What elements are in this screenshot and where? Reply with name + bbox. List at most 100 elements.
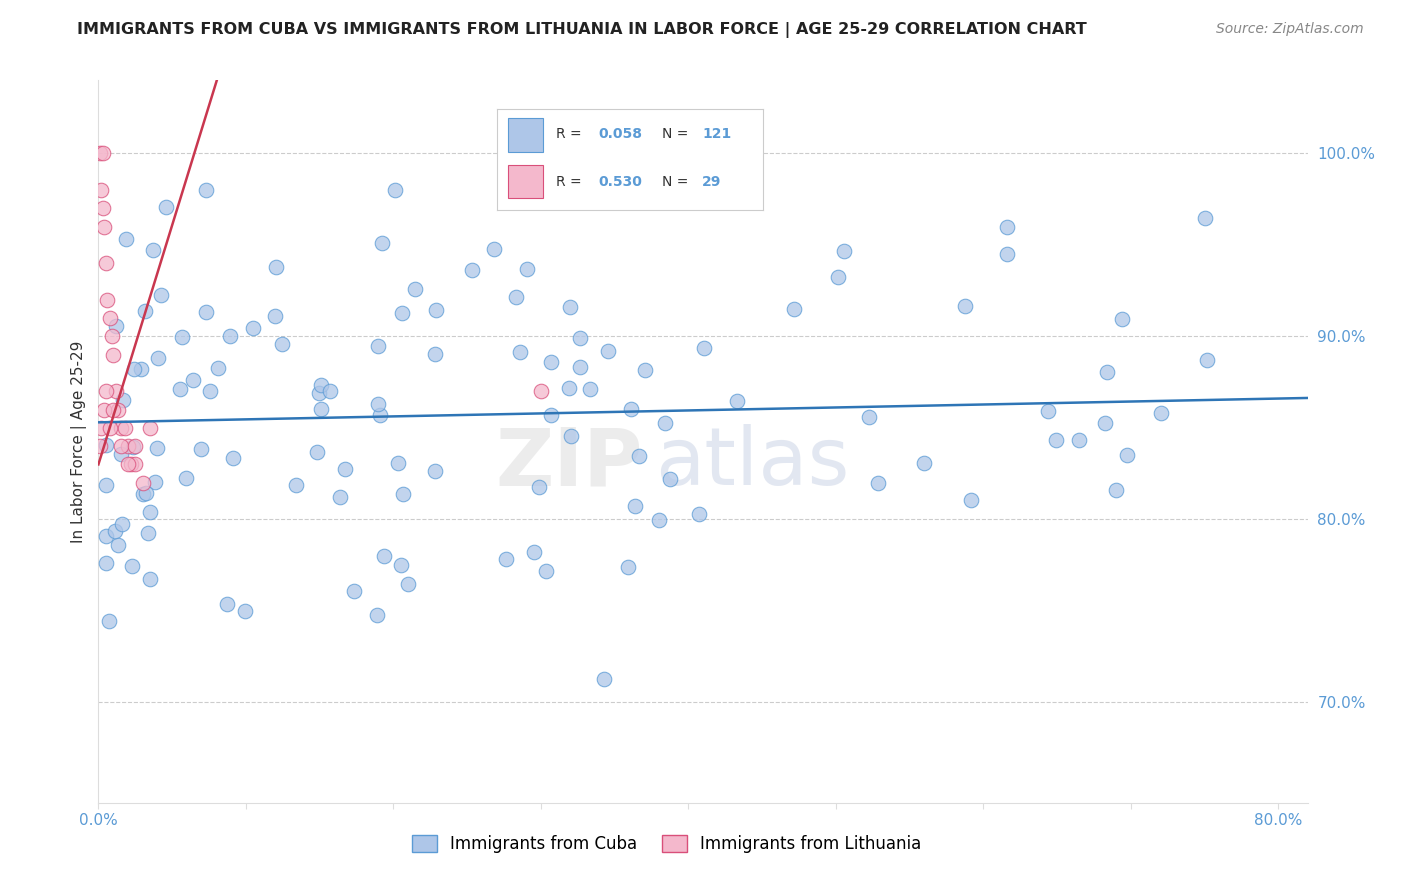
Point [100, 329, 122, 343]
Point [121, 559, 143, 574]
Point [558, 300, 581, 314]
Point [832, 244, 855, 258]
Point [373, 549, 395, 563]
Point [117, 439, 139, 453]
Point [120, 458, 142, 472]
Point [366, 607, 388, 622]
Y-axis label: In Labor Force | Age 25-29: In Labor Force | Age 25-29 [72, 341, 87, 542]
Point [461, 263, 484, 277]
Point [329, 491, 352, 505]
Point [560, 428, 582, 442]
Point [423, 347, 446, 361]
Point [110, 439, 132, 453]
Point [94, 556, 117, 570]
Point [110, 421, 132, 435]
Point [242, 321, 264, 335]
Point [391, 306, 413, 320]
Point [634, 362, 657, 376]
Point [136, 525, 159, 540]
Point [97, 614, 120, 628]
Point [530, 384, 553, 399]
Point [145, 475, 167, 490]
Point [529, 480, 551, 494]
Point [110, 447, 132, 461]
Point [101, 402, 124, 417]
Point [93, 219, 115, 234]
Point [124, 439, 146, 453]
Point [658, 472, 681, 486]
Point [569, 359, 592, 374]
Point [423, 464, 446, 478]
Point [89, 439, 111, 453]
Point [146, 441, 169, 455]
Point [623, 499, 645, 513]
Point [505, 290, 527, 304]
Point [96, 293, 118, 307]
Point [138, 505, 160, 519]
Point [995, 220, 1018, 235]
Point [195, 304, 218, 318]
Text: Source: ZipAtlas.com: Source: ZipAtlas.com [1216, 22, 1364, 37]
Point [1067, 433, 1090, 447]
Point [215, 597, 238, 611]
Point [960, 493, 983, 508]
Point [782, 302, 804, 317]
Point [104, 524, 127, 538]
Point [112, 392, 135, 407]
Point [105, 319, 128, 334]
Point [1045, 434, 1067, 448]
Point [384, 183, 406, 197]
Point [94, 529, 117, 543]
Point [540, 408, 562, 422]
Point [264, 309, 287, 323]
Point [271, 337, 294, 351]
Point [995, 246, 1018, 260]
Point [648, 513, 671, 527]
Point [693, 341, 716, 355]
Point [540, 355, 562, 369]
Point [181, 373, 204, 387]
Point [866, 476, 889, 491]
Point [150, 288, 173, 302]
Point [117, 458, 139, 472]
Point [396, 577, 419, 591]
Point [90, 421, 112, 435]
Point [124, 458, 146, 472]
Point [318, 384, 340, 398]
Point [107, 402, 129, 417]
Point [1197, 353, 1219, 368]
Point [569, 331, 592, 345]
Point [129, 362, 152, 376]
Point [174, 471, 197, 485]
Point [107, 538, 129, 552]
Point [858, 410, 880, 425]
Point [305, 444, 328, 458]
Point [155, 200, 177, 214]
Point [1116, 448, 1139, 462]
Text: IMMIGRANTS FROM CUBA VS IMMIGRANTS FROM LITHUANIA IN LABOR FORCE | AGE 25-29 COR: IMMIGRANTS FROM CUBA VS IMMIGRANTS FROM … [77, 22, 1087, 38]
Point [98, 421, 121, 435]
Point [495, 552, 517, 566]
Point [139, 421, 162, 435]
Point [94, 478, 117, 492]
Point [121, 440, 143, 454]
Point [190, 442, 212, 457]
Point [207, 360, 229, 375]
Point [725, 394, 748, 409]
Point [389, 558, 412, 573]
Point [1194, 211, 1216, 226]
Point [94, 384, 117, 399]
Point [1149, 406, 1171, 420]
Point [311, 401, 333, 416]
Point [955, 299, 977, 313]
Point [1097, 365, 1119, 379]
Text: ZIP: ZIP [495, 425, 643, 502]
Point [654, 416, 676, 430]
Point [392, 487, 415, 501]
Point [523, 545, 546, 559]
Point [169, 383, 191, 397]
Point [688, 507, 710, 521]
Point [558, 380, 581, 394]
Point [1038, 404, 1060, 418]
Point [482, 243, 505, 257]
